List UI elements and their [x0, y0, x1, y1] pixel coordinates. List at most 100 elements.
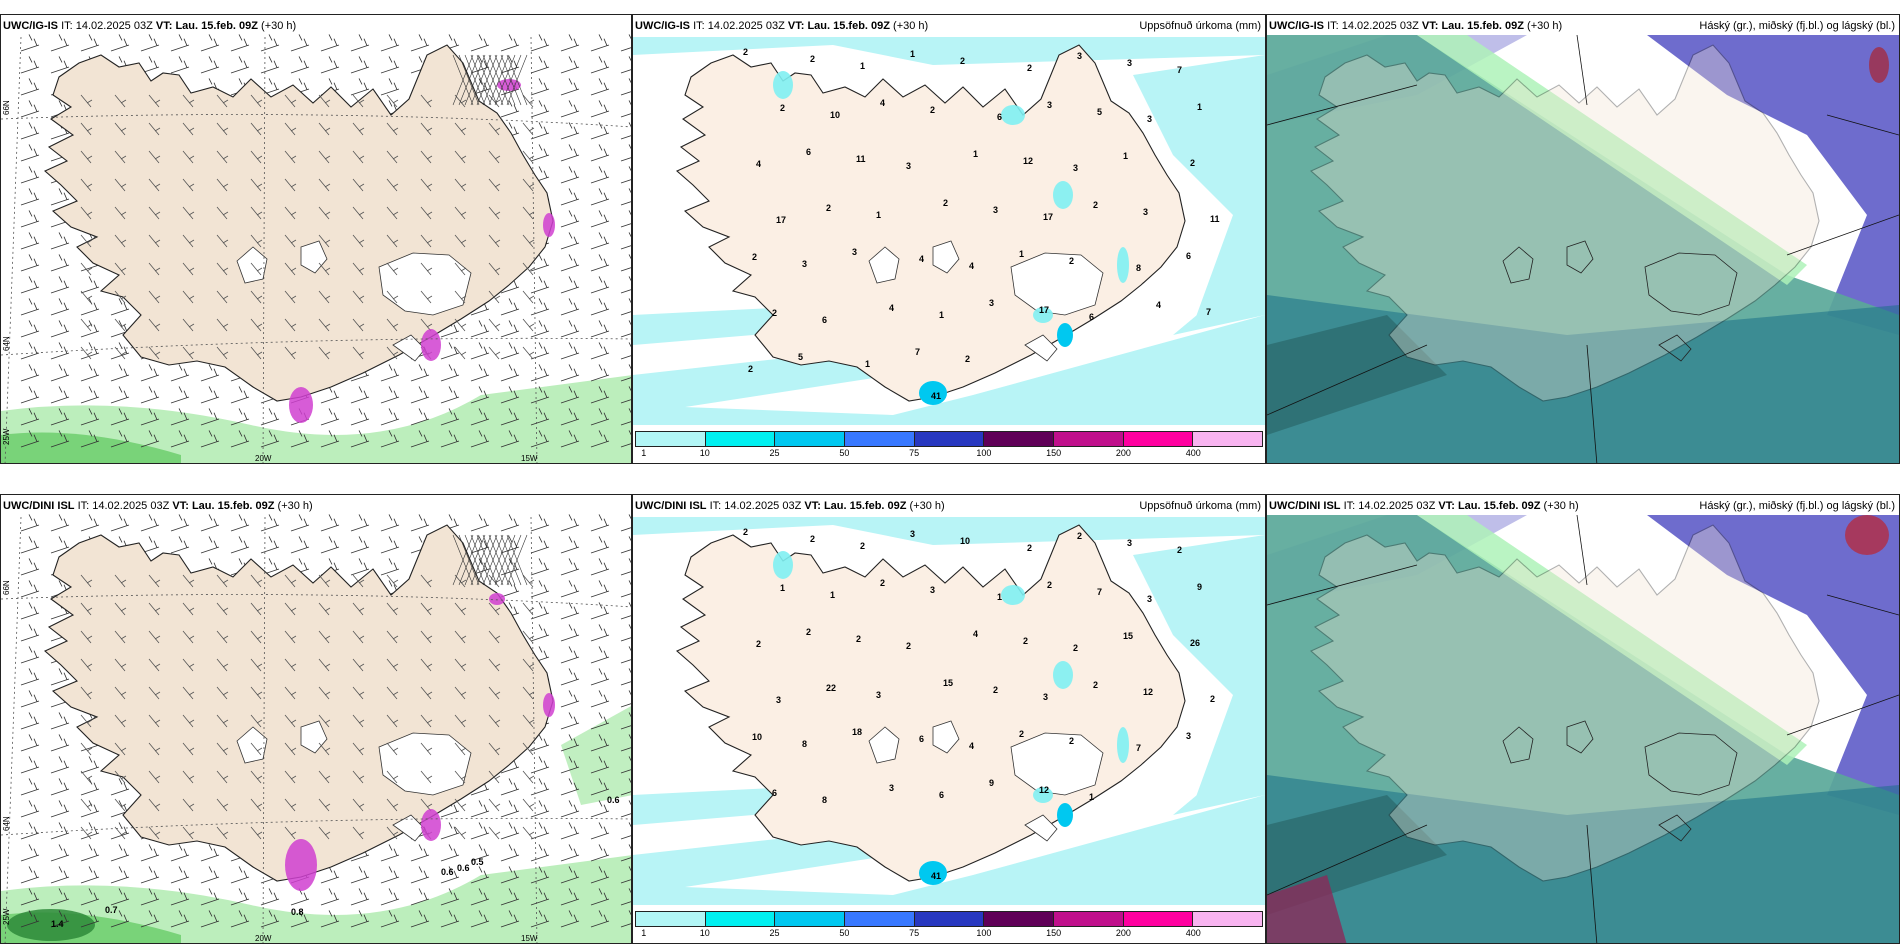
high-cloud-front — [1417, 35, 1807, 285]
high-low-overlap — [1267, 875, 1347, 943]
panel-cloud-dini: UWC/DINI ISL IT: 14.02.2025 03Z VT: Lau.… — [1266, 494, 1900, 944]
glacier-outline — [1502, 246, 1534, 284]
precip-shading — [561, 706, 631, 805]
glacier-outline — [1644, 732, 1738, 796]
precip-shading — [289, 387, 313, 423]
cloud-cover-map — [1267, 495, 1899, 943]
glacier-outline — [1024, 814, 1058, 842]
glacier-outline — [1644, 252, 1738, 316]
cloud-map — [1267, 495, 1899, 943]
wind-barb-map: 66N 64N 20W 15W 25W — [1, 15, 631, 463]
precip-value-label: 1 — [1019, 249, 1024, 259]
precip-value-label: 7 — [1097, 587, 1102, 597]
precip-value-label: 9 — [989, 778, 994, 788]
precip-max-area — [919, 381, 947, 405]
precip-shading — [1033, 307, 1053, 323]
precip-value-label: 1 — [860, 61, 865, 71]
glacier-outline — [932, 720, 960, 754]
high-low-overlap — [1845, 515, 1889, 555]
precip-value-label: 1 — [1197, 102, 1202, 112]
precip-value-label: 12 — [1143, 687, 1153, 697]
precip-value-label: 1 — [780, 583, 785, 593]
precip-value-label: 2 — [1073, 643, 1078, 653]
precip-shading — [543, 213, 555, 237]
panel-title-right: Uppsöfnuð úrkoma (mm) — [1139, 500, 1261, 512]
precip-value-label: 1.4 — [51, 919, 64, 929]
precip-shading — [1117, 247, 1129, 283]
precip-value-label: 4 — [880, 98, 885, 108]
colorbar-swatch — [1123, 912, 1194, 926]
low-cloud-shading — [1267, 775, 1899, 943]
graticule — [1, 516, 631, 943]
precip-value-label: 2 — [860, 541, 865, 551]
precip-value-label: 2 — [993, 685, 998, 695]
colorbar-swatch — [1123, 432, 1194, 446]
precip-shading — [543, 693, 555, 717]
precip-value-label: 1 — [830, 590, 835, 600]
colorbar-tick-label: 50 — [839, 448, 850, 458]
precip-value-label: 2 — [810, 54, 815, 64]
precip-value-label: 3 — [1186, 731, 1191, 741]
precip-value-label: 3 — [1043, 692, 1048, 702]
low-cloud-shading — [1267, 295, 1899, 463]
precip-value-label: 1 — [1089, 792, 1094, 802]
colorbar-tick-label: 10 — [699, 928, 710, 938]
glacier-outline — [1024, 334, 1058, 362]
precip-value-label: 2 — [943, 198, 948, 208]
colorbar-swatch — [705, 912, 776, 926]
colorbar-tick-label: 1 — [641, 928, 647, 938]
precip-value-label: 7 — [1177, 65, 1182, 75]
precip-value-label: 5 — [1097, 107, 1102, 117]
panel-title-right: Háský (gr.), miðský (fj.bl.) og lágský (… — [1699, 500, 1895, 512]
colorbar-tick-label: 400 — [1185, 928, 1201, 938]
precip-value-label: 10 — [752, 732, 762, 742]
precip-value-label: 12 — [1039, 785, 1049, 795]
low-cloud-shading — [1267, 315, 1447, 435]
wind-barbs-land — [80, 574, 535, 840]
colorbar-swatch — [775, 432, 846, 446]
precip-value-label: 2 — [780, 103, 785, 113]
precip-value-label: 2 — [743, 47, 748, 57]
precip-value-label: 3 — [1077, 51, 1082, 61]
wind-map: 66N 64N 20W 15W 25W 0.6 0.8 0.6 0.6 0.5 0.7 1.4 — [1, 495, 631, 943]
precip-value-label: 2 — [880, 578, 885, 588]
precip-map: 2 2 2 3 10 2 2 3 2 1 1 2 3 1 2 7 3 9 2 2 2 2 4 2 2 15 26 3 22 3 15 2 3 2 1… — [633, 495, 1265, 943]
precip-shading — [1053, 181, 1073, 209]
panel-wind-igis: UWC/IG-IS IT: 14.02.2025 03Z VT: Lau. 15… — [0, 14, 632, 464]
panel-header: UWC/DINI ISL IT: 14.02.2025 03Z VT: Lau.… — [635, 497, 1263, 515]
glacier-outline — [236, 726, 268, 764]
precip-value-label: 7 — [1206, 307, 1211, 317]
precip-value-label: 1 — [910, 49, 915, 59]
panel-title-right: Uppsöfnuð úrkoma (mm) — [1139, 20, 1261, 32]
precip-value-label: 0.7 — [105, 905, 118, 915]
colorbar-swatch — [984, 432, 1055, 446]
precip-value-label: 2 — [772, 308, 777, 318]
precip-value-label: 2 — [906, 641, 911, 651]
panel-header: UWC/DINI ISL IT: 14.02.2025 03Z VT: Lau.… — [3, 500, 313, 512]
precip-value-label: 1 — [876, 210, 881, 220]
high-cloud-front — [1417, 515, 1807, 765]
precip-value-label: 1 — [997, 592, 1002, 602]
precip-value-label: 3 — [906, 161, 911, 171]
precip-value-label: 2 — [1019, 729, 1024, 739]
precip-value-label: 10 — [830, 110, 840, 120]
precip-value-label: 3 — [776, 695, 781, 705]
precip-value-label: 2 — [806, 627, 811, 637]
colorbar-swatch — [1054, 912, 1124, 926]
colorbar-swatch — [914, 912, 985, 926]
precip-value-label: 2 — [756, 639, 761, 649]
precip-map-svg: 2223102232112312739222242215263223152321… — [633, 495, 1265, 943]
precip-value-label: 8 — [802, 739, 807, 749]
precip-value-label: 3 — [910, 529, 915, 539]
colorbar-tick-label: 200 — [1115, 448, 1131, 458]
precip-value-label: 9 — [1197, 582, 1202, 592]
colorbar-swatch — [984, 912, 1055, 926]
precip-value-label: 0.8 — [291, 907, 304, 917]
precip-value-label: 0.6 — [607, 795, 620, 805]
precip-value-label: 3 — [1143, 207, 1148, 217]
colorbar-swatch — [636, 912, 706, 926]
colorbar-tick-label: 1 — [641, 448, 647, 458]
precip-value-label: 2 — [1177, 545, 1182, 555]
precip-value-label: 2 — [1190, 158, 1195, 168]
precip-shading — [773, 71, 793, 99]
